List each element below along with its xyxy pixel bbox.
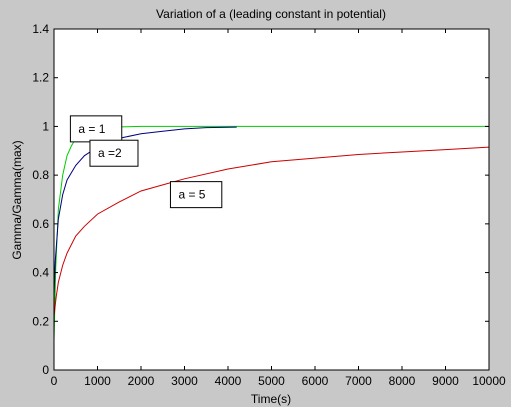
y-tick-label: 0.6 xyxy=(32,217,49,231)
y-tick-label: 1.4 xyxy=(32,22,49,36)
x-axis-label: Time(s) xyxy=(251,392,291,406)
y-tick-label: 0.2 xyxy=(32,314,49,328)
annotation-2: a = 5 xyxy=(169,181,223,209)
x-tick-label: 6000 xyxy=(302,374,329,388)
series-line-2 xyxy=(53,146,490,317)
x-tick-label: 2000 xyxy=(128,374,155,388)
x-tick-label: 8000 xyxy=(389,374,416,388)
y-tick-label: 1 xyxy=(42,119,49,133)
x-tick-label: 4000 xyxy=(215,374,242,388)
annotation-text-1: a =2 xyxy=(98,146,122,160)
annotation-box-1 xyxy=(89,139,139,167)
axes-background xyxy=(54,29,489,370)
y-axis-label: Gamma/Gamma(max) xyxy=(10,140,24,259)
x-ticks: 0 1000 2000 3000 4000 5000 6000 7000 8000 9000 100… xyxy=(51,29,506,388)
x-tick-label: 7000 xyxy=(345,374,372,388)
annotation-0: a = 1 xyxy=(69,115,123,143)
annotation-text-0: a = 1 xyxy=(78,122,105,136)
y-tick-label: 0 xyxy=(42,363,49,377)
annotation-box-2 xyxy=(169,181,223,209)
annotation-1: a =2 xyxy=(89,139,139,167)
x-tick-label: 5000 xyxy=(258,374,285,388)
y-tick-label: 0.4 xyxy=(32,266,49,280)
x-tick-label: 1000 xyxy=(84,374,111,388)
x-tick-label: 3000 xyxy=(171,374,198,388)
x-tick-label: 0 xyxy=(51,374,58,388)
chart-title: Variation of a (leading constant in pote… xyxy=(156,7,386,21)
x-tick-label: 10000 xyxy=(472,374,506,388)
annotation-layer: a = 1 a =2 a = 5 xyxy=(69,115,223,209)
x-tick-label: 9000 xyxy=(432,374,459,388)
y-tick-label: 0.8 xyxy=(32,168,49,182)
y-tick-label: 1.2 xyxy=(32,71,49,85)
annotation-text-2: a = 5 xyxy=(178,188,205,202)
y-ticks: 0 0.2 0.4 0.6 0.8 1 1.2 1.4 xyxy=(32,22,489,377)
